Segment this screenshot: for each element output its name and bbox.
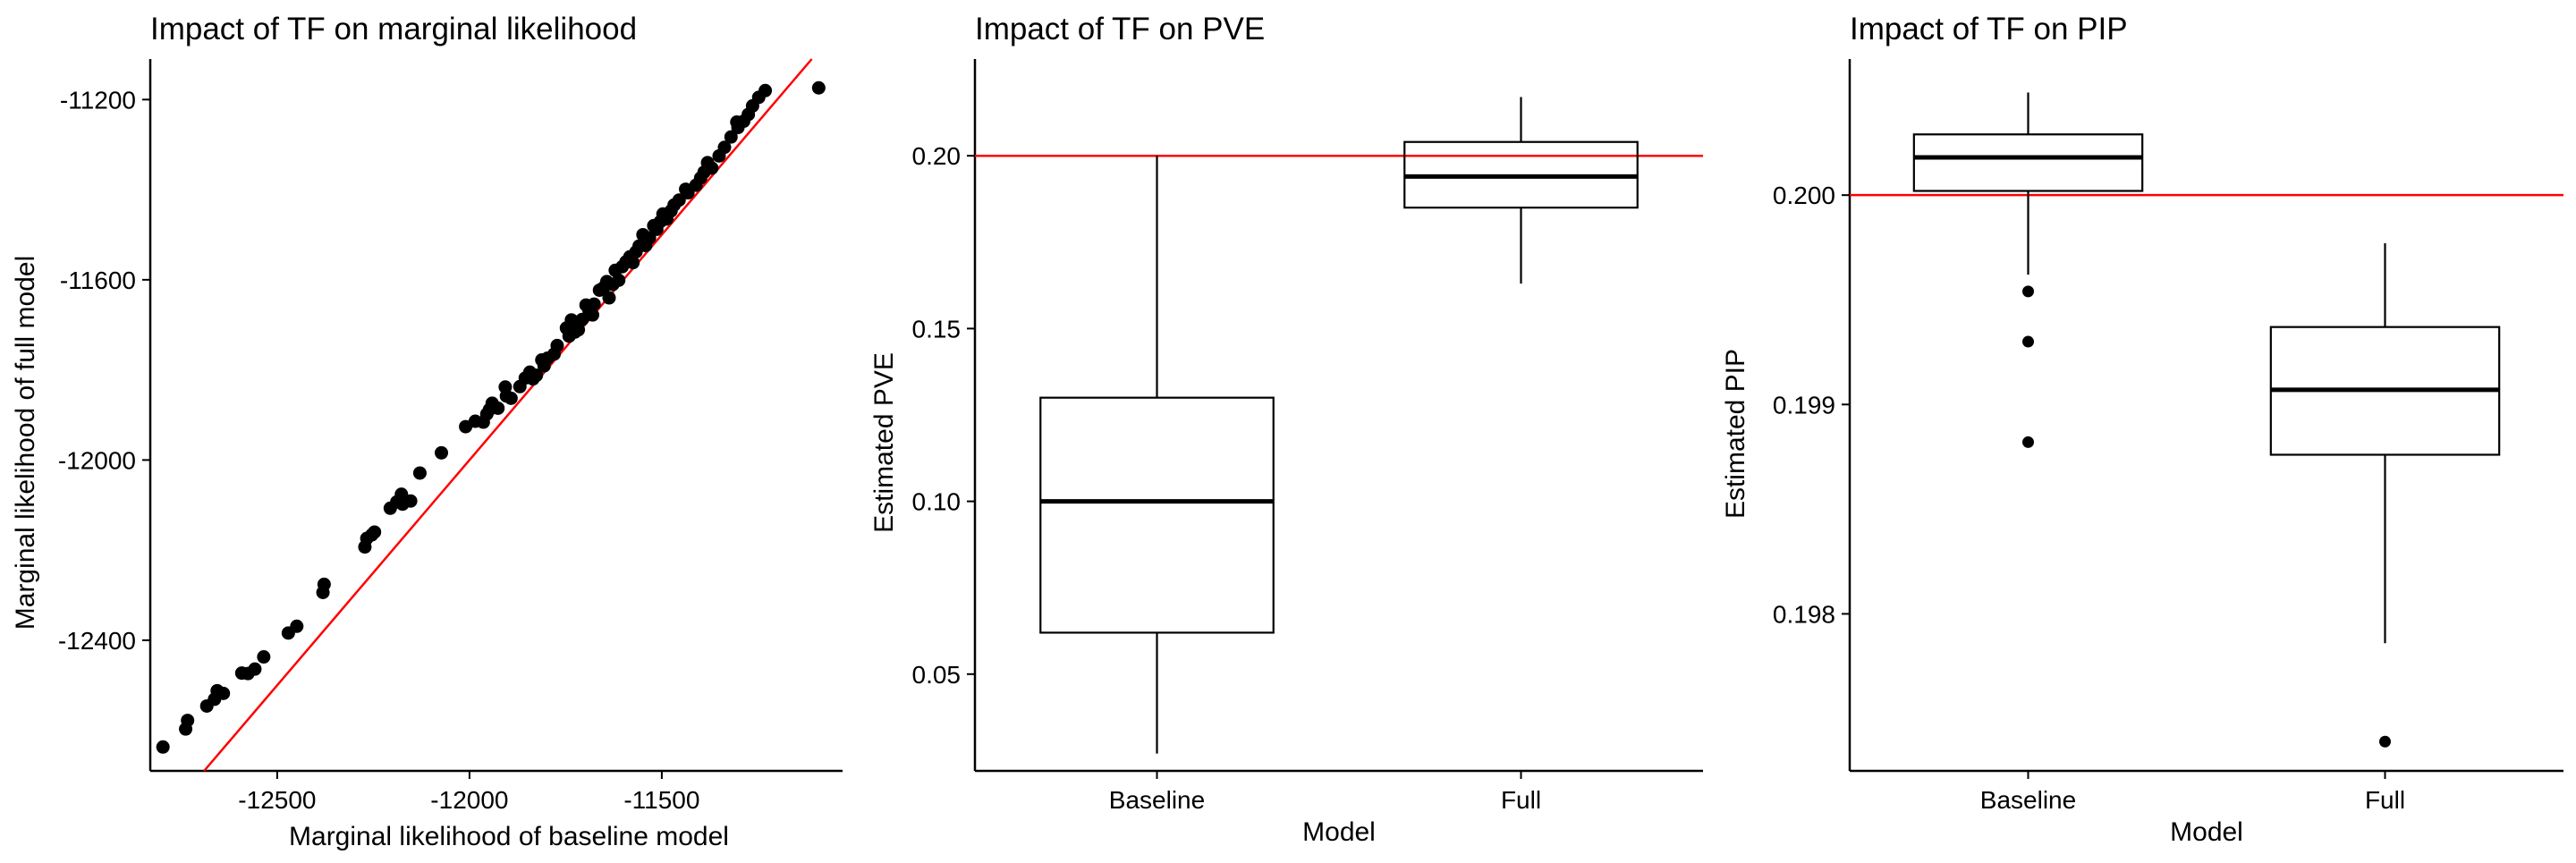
panel-marginal-likelihood: Impact of TF on marginal likelihood Marg… bbox=[11, 12, 843, 851]
data-point bbox=[602, 291, 616, 305]
outlier-point bbox=[2379, 735, 2391, 748]
data-point bbox=[626, 256, 640, 270]
y-tick-label: -11200 bbox=[60, 86, 136, 114]
data-point bbox=[368, 525, 382, 539]
y-tick-label: 0.199 bbox=[1773, 391, 1835, 419]
data-point bbox=[705, 161, 719, 175]
data-point bbox=[564, 313, 579, 327]
data-point bbox=[572, 323, 586, 337]
data-point bbox=[724, 130, 738, 144]
outlier-point bbox=[2022, 436, 2034, 448]
data-point bbox=[717, 140, 732, 155]
y-tick-label: 0.198 bbox=[1773, 600, 1835, 628]
data-point bbox=[248, 662, 262, 676]
y-axis-label: Marginal likelihood of full model bbox=[11, 256, 40, 630]
box bbox=[1912, 133, 2144, 192]
mark-layer bbox=[156, 58, 826, 772]
data-point bbox=[290, 619, 304, 633]
outlier-point bbox=[2022, 335, 2034, 348]
data-point bbox=[394, 487, 409, 502]
x-tick-label: Baseline bbox=[1109, 786, 1205, 814]
y-tick-label: 0.200 bbox=[1773, 182, 1835, 209]
x-tick-label: Full bbox=[1501, 786, 1541, 814]
panel-pve: Impact of TF on PVE Model Estimated PVE … bbox=[869, 12, 1703, 847]
x-tick-label: -11500 bbox=[623, 786, 699, 814]
data-point bbox=[156, 740, 170, 754]
tick-layer: 0.05 0.10 0.15 0.20 Baseline Full bbox=[912, 59, 1703, 814]
reference-line bbox=[203, 58, 813, 772]
tick-layer: -12400 -12000 -11600 -11200 -12500 -12000 -115… bbox=[58, 59, 843, 814]
data-point bbox=[257, 650, 271, 664]
data-point bbox=[412, 466, 427, 480]
data-point bbox=[504, 391, 518, 405]
y-tick-label: 0.15 bbox=[912, 315, 962, 343]
y-axis-label: Estimated PVE bbox=[869, 352, 899, 533]
data-point bbox=[730, 115, 744, 130]
data-point bbox=[758, 83, 773, 97]
box bbox=[1039, 396, 1275, 634]
data-point bbox=[216, 686, 231, 700]
x-axis-label: Model bbox=[2170, 817, 2243, 847]
x-tick-label: Full bbox=[2365, 786, 2405, 814]
data-point bbox=[435, 445, 449, 460]
mark-layer bbox=[1850, 92, 2563, 748]
y-tick-label: -12400 bbox=[58, 627, 136, 655]
y-tick-label: 0.20 bbox=[912, 142, 962, 170]
data-point bbox=[403, 494, 418, 508]
y-tick-label: 0.05 bbox=[912, 661, 962, 689]
data-point bbox=[811, 80, 826, 95]
data-point bbox=[587, 297, 601, 311]
panel-pip: Impact of TF on PIP Model Estimated PIP … bbox=[1721, 12, 2563, 847]
outlier-point bbox=[2022, 285, 2034, 298]
mark-layer bbox=[975, 97, 1703, 754]
x-axis-label: Model bbox=[1302, 817, 1376, 847]
panel-title: Impact of TF on PVE bbox=[975, 12, 1265, 47]
y-tick-label: -11600 bbox=[60, 267, 136, 294]
data-point bbox=[586, 308, 599, 322]
panel-title: Impact of TF on marginal likelihood bbox=[150, 12, 637, 47]
data-point bbox=[181, 714, 195, 728]
data-point bbox=[491, 401, 505, 415]
data-point bbox=[612, 273, 626, 287]
panel-title: Impact of TF on PIP bbox=[1850, 12, 2128, 47]
data-point bbox=[550, 338, 564, 352]
y-tick-label: 0.10 bbox=[912, 488, 962, 516]
data-point bbox=[530, 368, 544, 383]
x-tick-label: -12500 bbox=[238, 786, 316, 814]
tick-layer: 0.198 0.199 0.200 Baseline Full bbox=[1773, 59, 2563, 814]
x-tick-label: -12000 bbox=[430, 786, 508, 814]
data-point bbox=[317, 577, 331, 591]
data-point bbox=[672, 193, 686, 207]
x-tick-label: Baseline bbox=[1980, 786, 2076, 814]
x-axis-label: Marginal likelihood of baseline model bbox=[289, 822, 729, 851]
y-tick-label: -12000 bbox=[58, 446, 136, 474]
y-axis-label: Estimated PIP bbox=[1721, 349, 1750, 519]
